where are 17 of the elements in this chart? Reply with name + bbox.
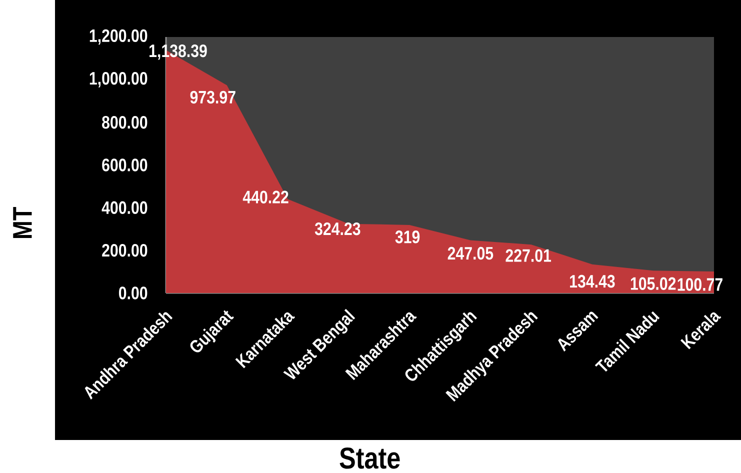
y-tick-label: 400.00 bbox=[102, 201, 148, 214]
data-label: 319 bbox=[395, 230, 420, 244]
y-tick-label: 200.00 bbox=[102, 244, 148, 257]
y-tick-label: 1,200.00 bbox=[90, 29, 148, 45]
data-label: 1,138.39 bbox=[150, 44, 207, 60]
y-tick-label: 600.00 bbox=[102, 158, 148, 172]
data-label: 134.43 bbox=[570, 274, 615, 288]
y-tick-label: 0.00 bbox=[118, 286, 148, 300]
y-tick-label: 800.00 bbox=[102, 116, 148, 129]
data-label: 324.23 bbox=[314, 222, 360, 236]
y-tick-label: 1,000.00 bbox=[90, 72, 148, 88]
x-axis-title: State bbox=[340, 447, 400, 469]
data-label: 247.05 bbox=[448, 246, 494, 260]
data-label: 227.01 bbox=[506, 249, 552, 262]
y-axis-title: MT bbox=[13, 206, 32, 238]
data-label: 105.02 bbox=[630, 277, 676, 290]
data-label: 440.22 bbox=[242, 190, 288, 204]
